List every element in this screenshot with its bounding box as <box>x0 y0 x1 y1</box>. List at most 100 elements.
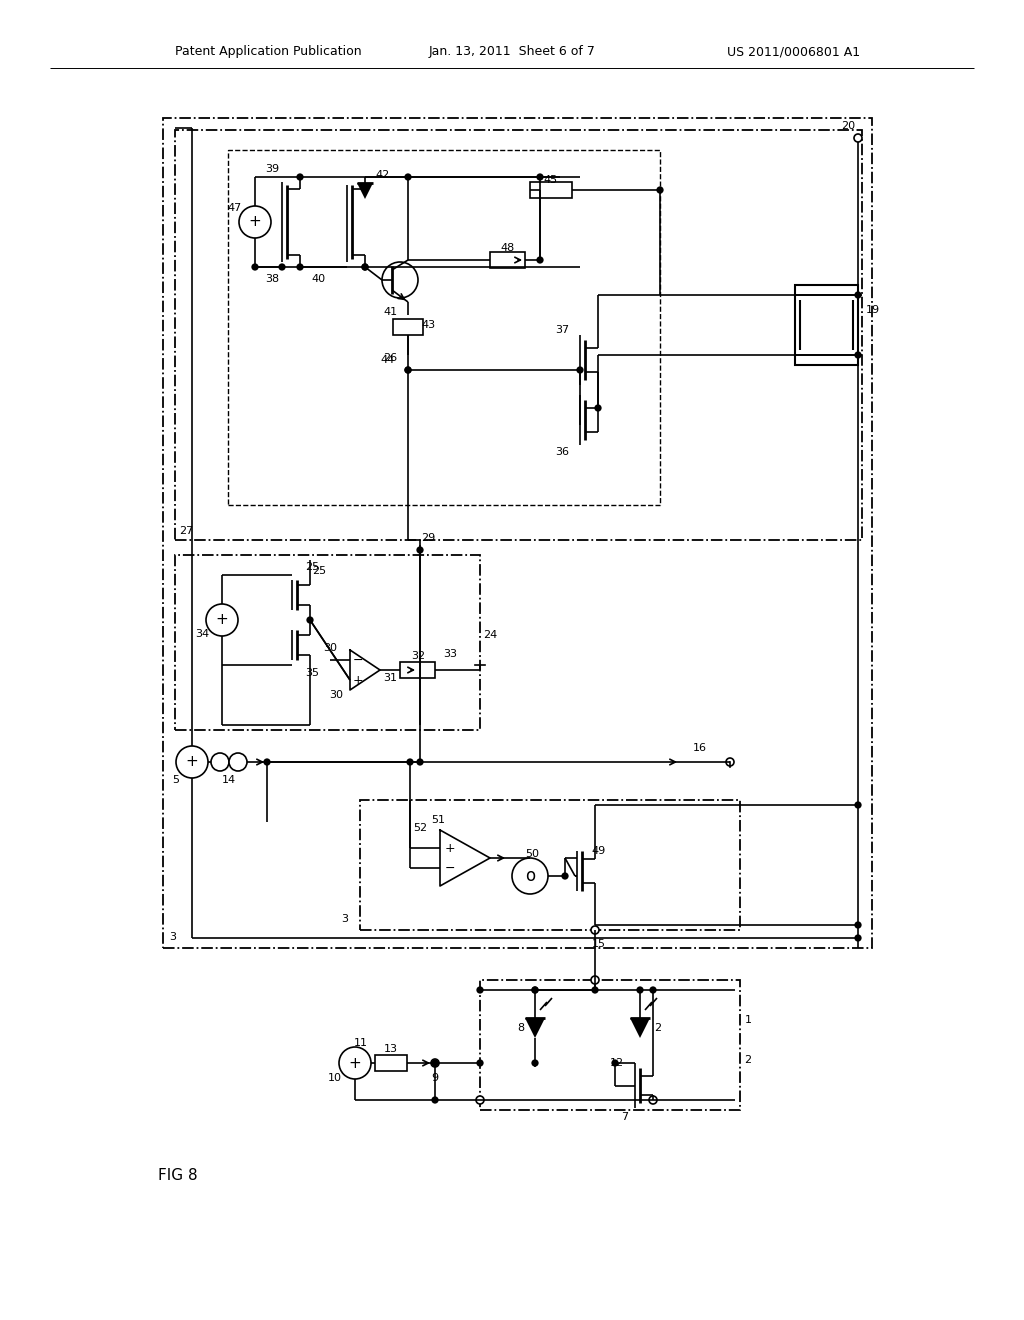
Text: +: + <box>216 612 228 627</box>
Text: 19: 19 <box>866 305 880 315</box>
Circle shape <box>855 352 861 358</box>
Circle shape <box>726 758 734 766</box>
Text: 34: 34 <box>195 630 209 639</box>
Bar <box>393 319 423 335</box>
Text: o: o <box>525 867 536 884</box>
Circle shape <box>264 759 269 764</box>
Circle shape <box>176 746 208 777</box>
Text: 2: 2 <box>744 1055 752 1065</box>
Circle shape <box>307 618 312 623</box>
Circle shape <box>591 975 599 983</box>
Text: 26: 26 <box>383 352 397 363</box>
Text: 48: 48 <box>501 243 515 253</box>
Text: 8: 8 <box>517 1023 524 1034</box>
Text: 47: 47 <box>228 203 242 213</box>
Circle shape <box>252 264 258 269</box>
Circle shape <box>649 1096 657 1104</box>
Text: 10: 10 <box>328 1073 342 1082</box>
Text: −: − <box>352 653 364 667</box>
Text: 25: 25 <box>312 566 326 576</box>
Circle shape <box>854 135 862 143</box>
Bar <box>795 285 858 366</box>
Text: 27: 27 <box>179 525 194 536</box>
Text: 15: 15 <box>592 939 606 949</box>
Circle shape <box>432 1060 438 1065</box>
Text: +: + <box>249 214 261 230</box>
Circle shape <box>538 174 543 180</box>
Text: 3: 3 <box>169 932 176 942</box>
Circle shape <box>339 1047 371 1078</box>
Circle shape <box>382 261 418 298</box>
Circle shape <box>476 1096 484 1104</box>
Circle shape <box>855 935 861 941</box>
Circle shape <box>477 987 482 993</box>
Text: 44: 44 <box>381 355 395 366</box>
Bar <box>530 182 572 198</box>
Text: 14: 14 <box>222 775 237 785</box>
Text: 42: 42 <box>376 170 390 180</box>
Text: 13: 13 <box>384 1044 398 1053</box>
Text: 2: 2 <box>654 1023 662 1034</box>
Text: 29: 29 <box>421 533 435 543</box>
Circle shape <box>211 752 229 771</box>
Bar <box>490 252 525 268</box>
Circle shape <box>532 987 538 993</box>
Circle shape <box>297 264 303 269</box>
Circle shape <box>206 605 238 636</box>
Text: US 2011/0006801 A1: US 2011/0006801 A1 <box>727 45 860 58</box>
Text: 5: 5 <box>172 775 179 785</box>
Circle shape <box>855 292 861 298</box>
Text: +: + <box>348 1056 361 1071</box>
Text: 50: 50 <box>525 849 539 859</box>
Text: Patent Application Publication: Patent Application Publication <box>175 45 361 58</box>
Text: +: + <box>352 673 364 686</box>
Text: 49: 49 <box>592 846 606 855</box>
Text: 45: 45 <box>544 176 558 185</box>
Circle shape <box>591 927 599 935</box>
Bar <box>360 800 740 931</box>
Circle shape <box>362 264 368 269</box>
Text: 30: 30 <box>323 643 337 653</box>
Bar <box>480 979 740 1110</box>
Bar <box>163 117 872 948</box>
Polygon shape <box>525 1018 545 1038</box>
Circle shape <box>406 367 411 372</box>
Bar <box>175 129 862 540</box>
Polygon shape <box>630 1018 650 1038</box>
Text: 40: 40 <box>311 275 325 284</box>
Text: 3: 3 <box>341 913 348 924</box>
Polygon shape <box>357 183 373 199</box>
Circle shape <box>657 187 663 193</box>
Bar <box>175 554 480 730</box>
Text: 32: 32 <box>411 651 425 661</box>
Text: Jan. 13, 2011  Sheet 6 of 7: Jan. 13, 2011 Sheet 6 of 7 <box>429 45 595 58</box>
Circle shape <box>855 923 861 928</box>
Text: 24: 24 <box>483 630 497 640</box>
Circle shape <box>297 174 303 180</box>
Circle shape <box>538 257 543 263</box>
Text: 9: 9 <box>431 1073 438 1082</box>
Circle shape <box>855 803 861 808</box>
Circle shape <box>650 987 655 993</box>
Text: 51: 51 <box>431 814 445 825</box>
Circle shape <box>562 874 567 879</box>
Text: 33: 33 <box>443 649 457 659</box>
Circle shape <box>578 367 583 372</box>
Text: 25: 25 <box>305 562 319 572</box>
Bar <box>375 1055 407 1071</box>
Circle shape <box>432 1097 438 1102</box>
Circle shape <box>512 858 548 894</box>
Text: 38: 38 <box>265 275 280 284</box>
Circle shape <box>229 752 247 771</box>
Circle shape <box>362 264 368 269</box>
Text: 12: 12 <box>610 1059 624 1068</box>
Circle shape <box>417 548 423 553</box>
Circle shape <box>592 987 598 993</box>
Circle shape <box>532 1060 538 1065</box>
Circle shape <box>406 367 411 372</box>
Text: 37: 37 <box>555 325 569 335</box>
Text: 31: 31 <box>383 673 397 682</box>
Text: 41: 41 <box>383 308 397 317</box>
Text: 30: 30 <box>329 690 343 700</box>
Text: 52: 52 <box>413 822 427 833</box>
